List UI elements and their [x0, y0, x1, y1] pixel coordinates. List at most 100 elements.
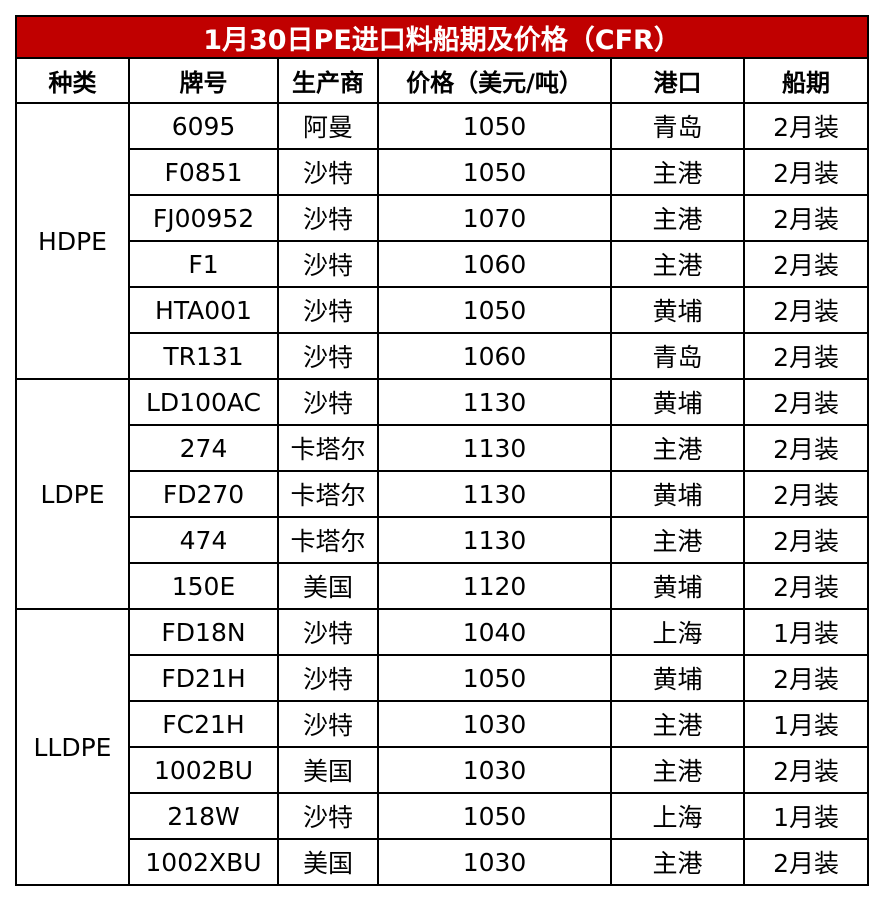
price-cell: 1050: [377, 792, 612, 840]
price-cell: 1130: [377, 378, 612, 426]
port-cell: 黄埔: [610, 562, 745, 610]
producer-cell: 卡塔尔: [277, 424, 379, 472]
grade-cell: FD270: [128, 470, 279, 518]
table-row: LDPE LD100AC 沙特 1130 黄埔 2月装: [15, 378, 870, 610]
producer-cell: 沙特: [277, 332, 379, 380]
header-shipment: 船期: [742, 57, 870, 104]
category-cell: HDPE: [15, 102, 130, 380]
producer-cell: 沙特: [277, 700, 379, 748]
producer-cell: 卡塔尔: [277, 470, 379, 518]
grade-cell: FD18N: [128, 608, 279, 656]
port-cell: 主港: [610, 700, 745, 748]
port-cell: 黄埔: [610, 286, 745, 334]
table-row: FJ00952 沙特 1070 主港 2月装: [16, 194, 870, 242]
shipment-cell: 2月装: [742, 332, 870, 380]
price-cell: 1060: [377, 240, 612, 288]
port-cell: 主港: [610, 148, 745, 196]
shipment-cell: 2月装: [742, 148, 870, 196]
port-cell: 主港: [610, 424, 745, 472]
header-producer: 生产商: [277, 57, 379, 104]
port-cell: 青岛: [610, 332, 745, 380]
shipment-cell: 1月装: [742, 792, 870, 840]
table-row: F1 沙特 1060 主港 2月装: [16, 240, 870, 288]
table-body: HDPE 6095 阿曼 1050 青岛 2月装 F0851 沙特 1050 主港 2月装 FJ009…: [15, 102, 870, 886]
grade-cell: 274: [128, 424, 279, 472]
grade-cell: F0851: [128, 148, 279, 196]
shipment-cell: 1月装: [742, 608, 870, 656]
shipment-cell: 2月装: [742, 424, 870, 472]
port-cell: 主港: [610, 838, 745, 886]
shipment-cell: 2月装: [742, 838, 870, 886]
table-row: 218W 沙特 1050 上海 1月装: [16, 792, 870, 840]
shipment-cell: 2月装: [742, 516, 870, 564]
port-cell: 黄埔: [610, 654, 745, 702]
price-cell: 1040: [377, 608, 612, 656]
table-row: 274 卡塔尔 1130 主港 2月装: [16, 424, 870, 472]
producer-cell: 美国: [277, 746, 379, 794]
table-row: FC21H 沙特 1030 主港 1月装: [16, 700, 870, 748]
port-cell: 上海: [610, 792, 745, 840]
producer-cell: 卡塔尔: [277, 516, 379, 564]
port-cell: 主港: [610, 746, 745, 794]
producer-cell: 美国: [277, 562, 379, 610]
price-cell: 1070: [377, 194, 612, 242]
grade-cell: 6095: [128, 102, 279, 150]
shipment-cell: 1月装: [742, 700, 870, 748]
producer-cell: 沙特: [277, 240, 379, 288]
grade-cell: FD21H: [128, 654, 279, 702]
port-cell: 黄埔: [610, 378, 745, 426]
shipment-cell: 2月装: [742, 378, 870, 426]
price-cell: 1130: [377, 424, 612, 472]
table-row: HDPE 6095 阿曼 1050 青岛 2月装: [15, 102, 870, 380]
port-cell: 青岛: [610, 102, 745, 150]
grade-cell: 474: [128, 516, 279, 564]
table-row: F0851 沙特 1050 主港 2月装: [16, 148, 870, 196]
shipment-cell: 2月装: [742, 470, 870, 518]
table-row: HTA001 沙特 1050 黄埔 2月装: [16, 286, 870, 334]
shipment-cell: 2月装: [742, 654, 870, 702]
table-row: LLDPE FD18N 沙特 1040 上海 1月装: [15, 608, 870, 886]
shipment-cell: 2月装: [742, 286, 870, 334]
table-row: FD270 卡塔尔 1130 黄埔 2月装: [16, 470, 870, 518]
port-cell: 黄埔: [610, 470, 745, 518]
grade-cell: 1002BU: [128, 746, 279, 794]
price-cell: 1130: [377, 516, 612, 564]
producer-cell: 沙特: [277, 608, 379, 656]
header-grade: 牌号: [128, 57, 279, 104]
producer-cell: 沙特: [277, 194, 379, 242]
port-cell: 主港: [610, 240, 745, 288]
price-cell: 1050: [377, 654, 612, 702]
table-row: FD21H 沙特 1050 黄埔 2月装: [16, 654, 870, 702]
producer-cell: 沙特: [277, 148, 379, 196]
grade-cell: LD100AC: [128, 378, 279, 426]
price-cell: 1030: [377, 746, 612, 794]
price-cell: 1050: [377, 148, 612, 196]
producer-cell: 沙特: [277, 286, 379, 334]
grade-cell: FJ00952: [128, 194, 279, 242]
port-cell: 主港: [610, 516, 745, 564]
grade-cell: FC21H: [128, 700, 279, 748]
grade-cell: 150E: [128, 562, 279, 610]
table-row: 1002XBU 美国 1030 主港 2月装: [16, 838, 870, 886]
category-cell: LLDPE: [15, 608, 130, 886]
price-cell: 1030: [377, 838, 612, 886]
port-cell: 主港: [610, 194, 745, 242]
producer-cell: 沙特: [277, 654, 379, 702]
table-row: TR131 沙特 1060 青岛 2月装: [16, 332, 870, 380]
price-cell: 1050: [377, 286, 612, 334]
shipment-cell: 2月装: [742, 194, 870, 242]
shipment-cell: 2月装: [742, 746, 870, 794]
grade-cell: TR131: [128, 332, 279, 380]
header-port: 港口: [610, 57, 745, 104]
price-cell: 1060: [377, 332, 612, 380]
shipment-cell: 2月装: [742, 562, 870, 610]
price-cell: 1130: [377, 470, 612, 518]
table-row: 1002BU 美国 1030 主港 2月装: [16, 746, 870, 794]
header-row: 种类 牌号 生产商 价格（美元/吨） 港口 船期: [15, 57, 870, 104]
port-cell: 上海: [610, 608, 745, 656]
price-table-container: 1月30日PE进口料船期及价格（CFR） 种类 牌号 生产商 价格（美元/吨） …: [14, 15, 870, 886]
grade-cell: HTA001: [128, 286, 279, 334]
shipment-cell: 2月装: [742, 102, 870, 150]
producer-cell: 沙特: [277, 378, 379, 426]
producer-cell: 阿曼: [277, 102, 379, 150]
